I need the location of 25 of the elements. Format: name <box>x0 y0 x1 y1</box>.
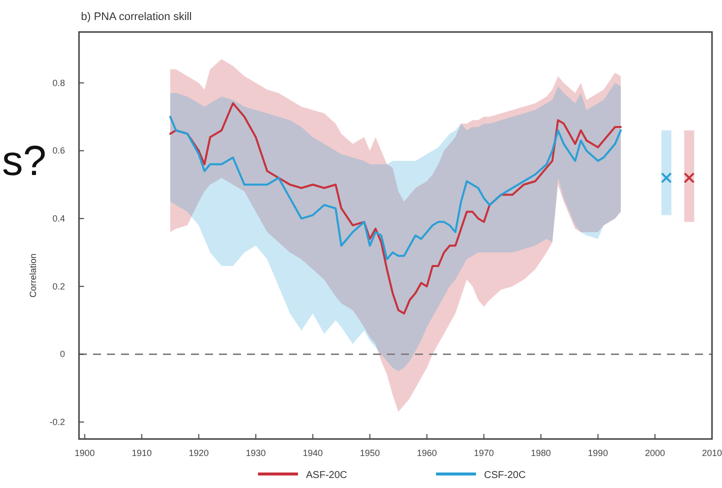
line-series <box>169 102 622 315</box>
y-tick-label: 0.6 <box>52 146 65 156</box>
line-series <box>169 116 622 260</box>
y-tick-label: 0.8 <box>52 78 65 88</box>
chart-title: b) PNA correlation skill <box>81 11 192 23</box>
legend-label: ASF-20C <box>306 470 348 481</box>
y-axis-title: Correlation <box>28 253 38 298</box>
x-tick-label: 1900 <box>74 448 95 458</box>
y-tick-label: 0.4 <box>52 214 65 224</box>
x-tick-label: 1920 <box>188 448 209 458</box>
x-tick-label: 1990 <box>588 448 608 458</box>
y-tick-label: 0 <box>60 349 65 360</box>
x-tick-label: 1980 <box>530 448 551 458</box>
x-tick-label: 1970 <box>474 448 494 458</box>
x-tick-label: 1930 <box>246 448 266 458</box>
x-tick-label: 2000 <box>644 448 665 458</box>
x-tick-label: 1910 <box>132 448 152 458</box>
y-tick-label: 0.2 <box>52 281 65 292</box>
text: s? <box>2 137 46 184</box>
x-tick-label: 1940 <box>302 448 323 458</box>
x-tick-label: 2010 <box>702 448 722 458</box>
x-tick-label: 1950 <box>360 448 380 458</box>
x-tick-label: 1960 <box>416 448 437 458</box>
legend-label: CSF-20C <box>484 470 526 481</box>
y-tick-label: -0.2 <box>49 417 65 428</box>
